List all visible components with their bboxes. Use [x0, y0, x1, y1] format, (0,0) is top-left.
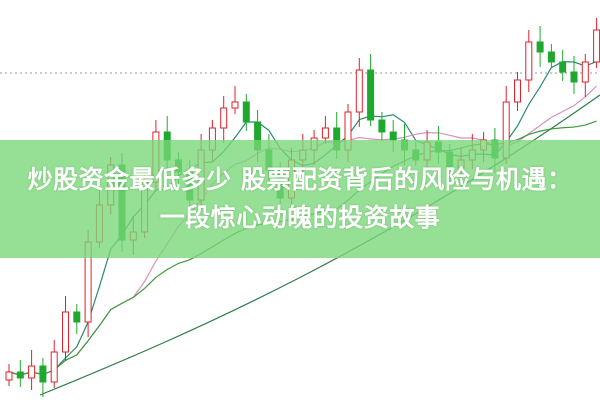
- candle-up: [62, 311, 69, 353]
- candle-up: [231, 101, 239, 109]
- candle-down: [559, 61, 567, 73]
- candle-up: [355, 69, 363, 113]
- title-line-1: 炒股资金最低多少 股票配资背后的风险与机遇：: [27, 165, 573, 194]
- candle-down: [367, 69, 375, 121]
- candle-up: [220, 107, 228, 129]
- candle-up: [50, 351, 58, 383]
- candle-up: [5, 371, 13, 381]
- candle-down: [570, 71, 578, 83]
- candle-up: [28, 365, 36, 379]
- title-line-2: 一段惊心动魄的投资故事: [159, 203, 441, 232]
- candle-up: [321, 127, 329, 139]
- candle-down: [16, 371, 24, 379]
- candle-down: [242, 101, 250, 123]
- candle-up: [593, 29, 600, 63]
- candle-down: [39, 365, 47, 383]
- candle-down: [73, 311, 81, 323]
- candle-up: [581, 61, 589, 83]
- candle-up: [514, 79, 521, 103]
- candle-down: [547, 51, 555, 63]
- title-banner: 炒股资金最低多少 股票配资背后的风险与机遇： 一段惊心动魄的投资故事: [0, 140, 600, 258]
- candle-down: [536, 41, 544, 53]
- candle-down: [378, 119, 386, 133]
- candle-up: [525, 41, 533, 81]
- candle-down: [389, 131, 397, 141]
